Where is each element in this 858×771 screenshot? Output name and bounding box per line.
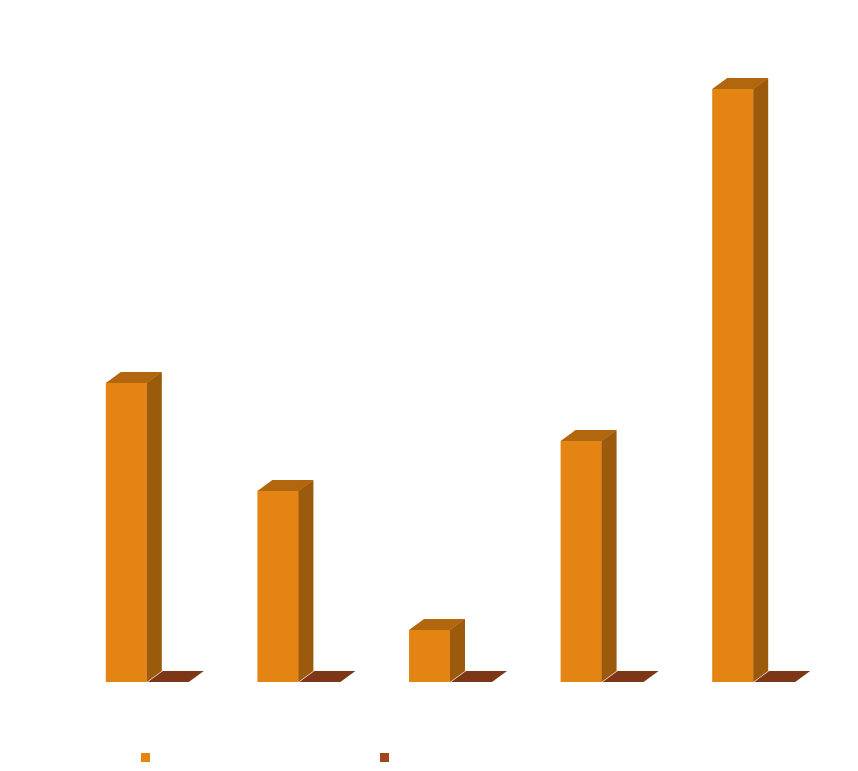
legend-marker (141, 753, 150, 762)
bar-side (601, 430, 617, 682)
bar-top (105, 372, 162, 383)
bar-top (147, 671, 204, 682)
bar-top (451, 671, 507, 682)
bar-top (409, 619, 465, 630)
bar-side (450, 619, 465, 682)
bar-top (754, 671, 811, 682)
bar (451, 671, 507, 682)
bar-front (409, 630, 450, 682)
bar-side (298, 480, 314, 682)
bar (105, 372, 162, 682)
bar-top (299, 671, 356, 682)
bar (712, 78, 769, 682)
bar-side (146, 372, 162, 682)
bar-top (602, 671, 659, 682)
bar-front (712, 89, 754, 682)
bar (147, 671, 204, 682)
bar-front (257, 491, 299, 682)
bar-side (753, 78, 769, 682)
bar-top (560, 430, 617, 441)
bar-front (105, 383, 147, 682)
bar (602, 671, 659, 682)
bar (409, 619, 465, 682)
bar (257, 480, 314, 682)
bar (299, 671, 356, 682)
bar (754, 671, 811, 682)
bar-front (560, 441, 602, 682)
bar-top (257, 480, 314, 491)
bar (560, 430, 617, 682)
bar-top (712, 78, 769, 89)
legend-marker (380, 753, 389, 762)
